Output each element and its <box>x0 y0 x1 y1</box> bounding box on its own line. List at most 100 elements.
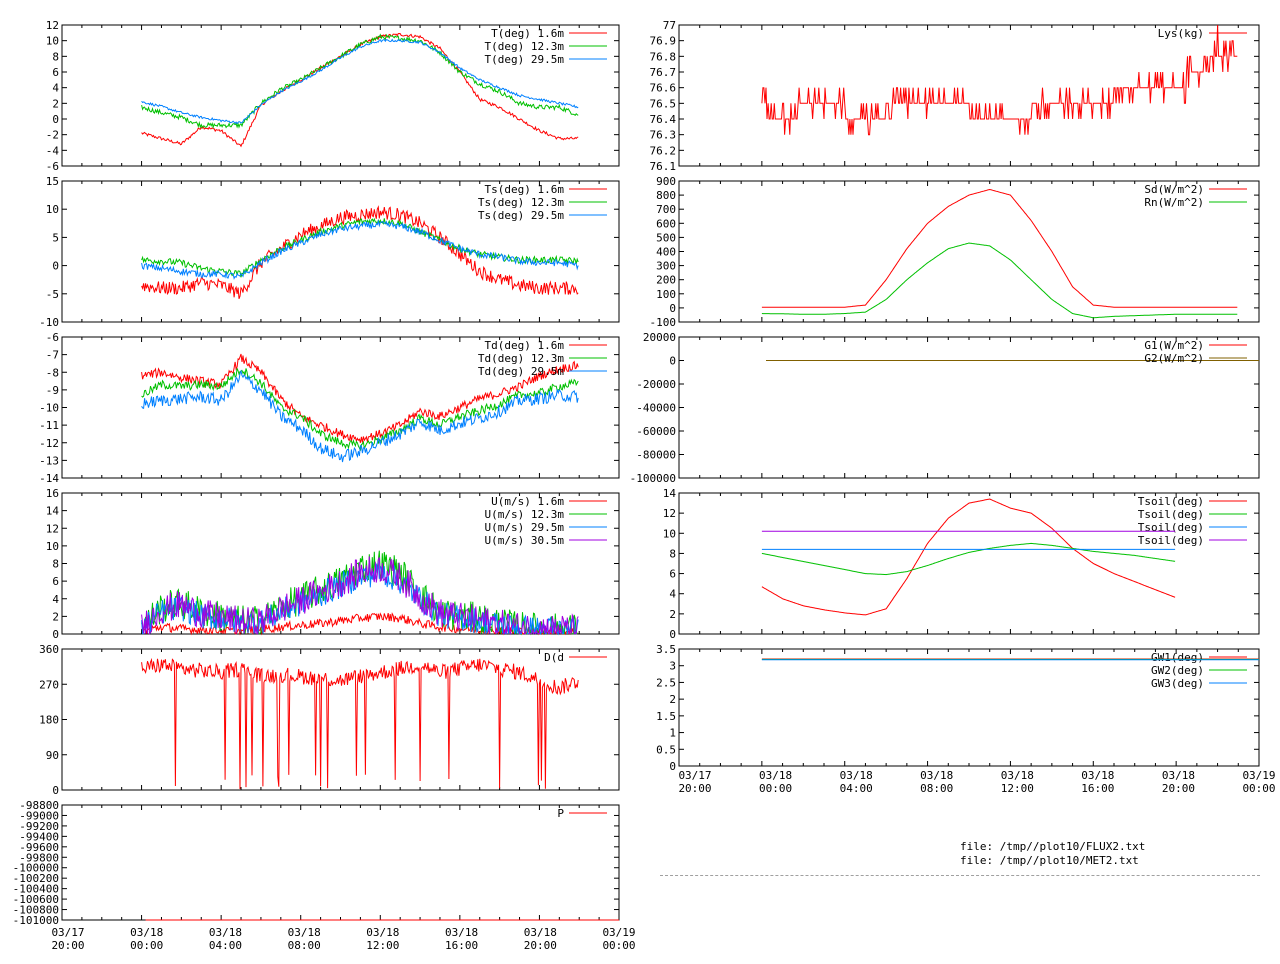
y-tick-label: -100800 <box>13 904 59 917</box>
y-tick-label: 20000 <box>643 331 676 344</box>
y-tick-label: -99200 <box>19 820 59 833</box>
time-axis-date-right: 03/18 <box>1162 769 1195 782</box>
series-line-Tsoil-0 <box>761 498 1176 616</box>
series-line-Td-0 <box>141 353 579 443</box>
y-tick-label: -14 <box>39 472 59 485</box>
y-tick-label: 200 <box>656 274 676 287</box>
chart-panel-P: -101000-100800-100600-100400-100200-1000… <box>13 799 620 927</box>
legend-label: T(deg) 12.3m <box>485 40 565 53</box>
y-tick-label: 90 <box>46 749 59 762</box>
legend-label: Tsoil(deg) <box>1138 534 1204 547</box>
y-tick-label: 14 <box>46 505 60 518</box>
series-line-D-0 <box>141 657 579 790</box>
y-tick-label: -10 <box>39 402 59 415</box>
time-axis-hour-right: 00:00 <box>1242 782 1275 795</box>
legend-label: Tsoil(deg) <box>1138 508 1204 521</box>
series-line-Sd-1 <box>761 242 1238 319</box>
time-axis-hour-right: 20:00 <box>678 782 711 795</box>
time-axis-hour-right: 12:00 <box>1001 782 1034 795</box>
y-tick-label: -6 <box>46 160 59 173</box>
y-tick-label: 100 <box>656 288 676 301</box>
legend-label: P <box>557 807 564 820</box>
y-tick-label: 76.8 <box>650 50 677 63</box>
y-tick-label: 500 <box>656 231 676 244</box>
y-tick-label: -10 <box>39 316 59 329</box>
y-tick-label: 270 <box>39 678 59 691</box>
y-tick-label: 0 <box>52 113 59 126</box>
time-axis-hour-left: 04:00 <box>209 939 242 952</box>
legend-label: T(deg) 1.6m <box>491 27 564 40</box>
time-axis-hour-right: 08:00 <box>920 782 953 795</box>
y-tick-label: -4 <box>46 144 60 157</box>
y-tick-label: -12 <box>39 437 59 450</box>
legend-label: G1(W/m^2) <box>1144 339 1204 352</box>
series-line-Ts-1 <box>141 217 579 278</box>
y-tick-label: 77 <box>663 19 676 32</box>
y-tick-label: 0 <box>52 784 59 797</box>
time-axis-hour-right: 04:00 <box>840 782 873 795</box>
y-tick-label: 76.1 <box>650 160 677 173</box>
time-axis-date-right: 03/17 <box>678 769 711 782</box>
chart-panel-G: -100000 -80000 -60000 -40000 -20000 0 20000 G1(… <box>630 331 1260 485</box>
legend-label: D(d <box>544 651 564 664</box>
time-axis-hour-right: 00:00 <box>759 782 792 795</box>
y-tick-label: 2.5 <box>656 676 676 689</box>
y-tick-label: 180 <box>39 714 59 727</box>
y-tick-label: -101000 <box>13 914 59 927</box>
y-tick-label: 6 <box>669 568 676 581</box>
y-tick-label: 0 <box>52 628 59 641</box>
time-axis-hour-left: 12:00 <box>366 939 399 952</box>
series-line-Td-2 <box>141 369 579 463</box>
y-tick-label: 360 <box>39 643 59 656</box>
y-tick-label: 0 <box>669 302 676 315</box>
series-line-Tsoil-1 <box>761 542 1176 576</box>
time-axis-date-right: 03/18 <box>1001 769 1034 782</box>
time-axis-hour-left: 16:00 <box>445 939 478 952</box>
legend-label: U(m/s) 1.6m <box>491 495 564 508</box>
chart-panel-Td: -14-13-12-11-10-9-8-7-6Td(deg) 1.6mTd(de… <box>39 331 620 485</box>
y-tick-label: -100000 <box>13 862 59 875</box>
y-tick-label: 10 <box>46 203 59 216</box>
y-tick-label: 15 <box>46 175 59 188</box>
legend-label: U(m/s) 12.3m <box>485 508 565 521</box>
time-axis-date-right: 03/18 <box>840 769 873 782</box>
y-tick-label: 12 <box>46 522 59 535</box>
y-tick-label: -99400 <box>19 830 59 843</box>
y-tick-label: 12 <box>46 19 59 32</box>
chart-panel-GW: 0 0.5 1 1.5 2 2.5 3 3.5 GW1(deg)GW2(deg)GW3(deg) <box>656 643 1260 773</box>
time-axis-hour-left: 00:00 <box>130 939 163 952</box>
y-tick-label: 3 <box>669 660 676 673</box>
time-axis-hour-left: 08:00 <box>288 939 321 952</box>
time-axis-date-left: 03/18 <box>130 926 163 939</box>
series-line-T-1 <box>141 33 579 130</box>
time-axis-hour-left: 20:00 <box>524 939 557 952</box>
legend-label: GW2(deg) <box>1151 664 1204 677</box>
y-tick-label: 76.9 <box>650 35 677 48</box>
y-tick-label: 600 <box>656 217 676 230</box>
file-list: file: /tmp//plot10/FLUX2.txt file: /tmp/… <box>960 840 1145 868</box>
y-tick-label: 400 <box>656 246 676 259</box>
legend-label: Ts(deg) 29.5m <box>478 209 564 222</box>
time-axis-date-left: 03/18 <box>209 926 242 939</box>
legend-label: Td(deg) 1.6m <box>485 339 565 352</box>
y-tick-label: -9 <box>46 384 59 397</box>
y-tick-label: -100200 <box>13 872 59 885</box>
legend-label: G2(W/m^2) <box>1144 352 1204 365</box>
dashed-divider <box>660 875 1260 876</box>
y-tick-label: 76.7 <box>650 66 677 79</box>
legend-label: Tsoil(deg) <box>1138 521 1204 534</box>
series-line-Ts-2 <box>141 219 579 280</box>
y-tick-label: 2 <box>52 610 59 623</box>
y-tick-label: 700 <box>656 203 676 216</box>
time-axis-hour-right: 16:00 <box>1081 782 1114 795</box>
y-tick-label: 76.5 <box>650 97 677 110</box>
legend-label: Ts(deg) 12.3m <box>478 196 564 209</box>
legend-label: T(deg) 29.5m <box>485 53 565 66</box>
time-axis-date-left: 03/18 <box>366 926 399 939</box>
y-tick-label: 6 <box>52 66 59 79</box>
legend-label: Td(deg) 29.5m <box>478 365 564 378</box>
y-tick-label: 10 <box>46 35 59 48</box>
y-tick-label: 0.5 <box>656 743 676 756</box>
y-tick-label: -80000 <box>636 449 676 462</box>
